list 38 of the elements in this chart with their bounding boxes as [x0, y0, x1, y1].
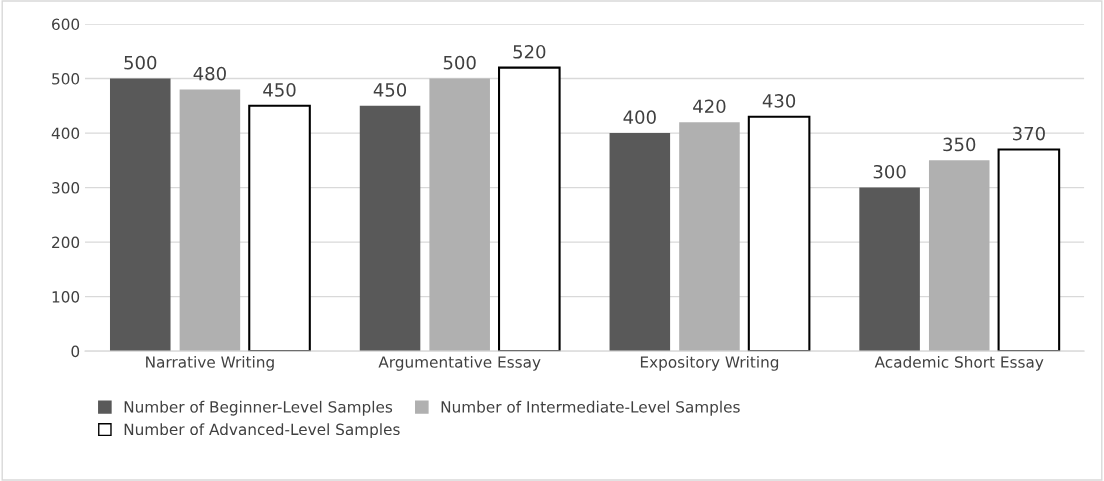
bar	[109, 78, 171, 352]
data-label: 370	[1013, 126, 1045, 141]
data-label: 480	[193, 66, 226, 81]
y-tick-label: 100	[52, 291, 80, 303]
bar	[997, 148, 1061, 352]
x-tick-label: Academic Short Essay	[874, 355, 1044, 371]
x-tick-label: Argumentative Essay	[378, 355, 541, 371]
bar	[747, 115, 811, 352]
y-tick-label: 600	[52, 18, 80, 31]
bar	[679, 122, 740, 352]
data-label: 520	[513, 44, 546, 59]
bar	[429, 78, 490, 352]
y-tick-label: 500	[52, 73, 80, 85]
bar	[859, 187, 920, 352]
x-tick-label: Narrative Writing	[146, 355, 274, 371]
bar	[179, 89, 241, 352]
x-tick-label: Expository Writing	[640, 355, 779, 371]
bar	[928, 160, 990, 352]
data-label: 450	[373, 83, 407, 97]
legend-label: Number of Beginner-Level Samples	[124, 400, 393, 416]
data-label: 400	[623, 110, 656, 125]
legend-label: Number of Intermediate-Level Samples	[441, 400, 740, 416]
data-label: 500	[443, 55, 476, 70]
data-label: 350	[943, 137, 976, 152]
y-tick-label: 300	[52, 182, 80, 194]
y-tick-label: 0	[71, 345, 80, 358]
legend-label: Number of Advanced-Level Samples	[124, 423, 400, 439]
y-tick-label: 400	[51, 127, 80, 140]
data-label: 430	[762, 94, 796, 108]
y-tick-label: 200	[52, 236, 80, 249]
bar	[609, 133, 671, 352]
bar	[359, 105, 421, 352]
data-label: 300	[873, 164, 906, 179]
data-label: 420	[693, 99, 726, 114]
data-label: 450	[263, 83, 296, 97]
bar	[248, 104, 311, 352]
bar	[498, 66, 561, 352]
data-label: 500	[124, 55, 157, 70]
